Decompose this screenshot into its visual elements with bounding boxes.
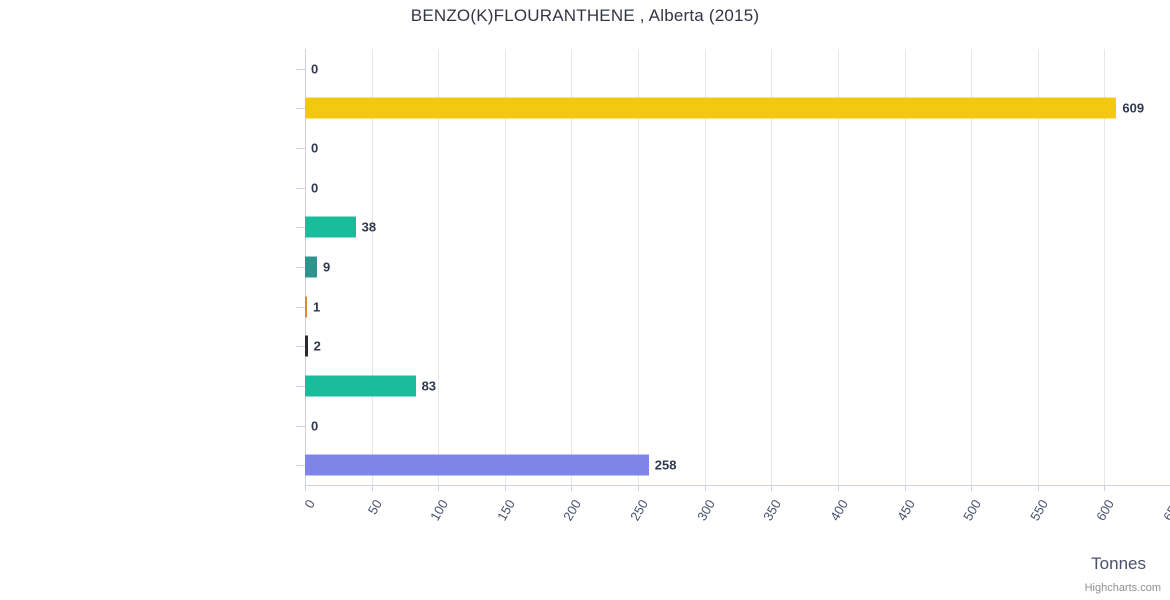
bar[interactable] [305, 296, 307, 318]
x-axis-tick [771, 485, 773, 491]
gridline [371, 49, 373, 485]
data-label: 1 [313, 299, 321, 315]
x-axis-tick-label: 200 [560, 497, 585, 524]
data-label: 609 [1122, 100, 1145, 116]
x-axis-tick-label: 150 [493, 497, 518, 524]
x-axis-tick [1104, 485, 1106, 491]
data-label: 38 [361, 219, 377, 235]
gridline [904, 49, 906, 485]
y-axis-tick [296, 148, 305, 150]
x-axis-tick-label: 450 [893, 497, 918, 524]
y-axis-tick [296, 306, 305, 308]
x-axis-tick-label: 300 [693, 497, 718, 524]
data-label: 0 [311, 418, 319, 434]
chart-row: Manufacturing1 [296, 287, 1170, 327]
x-axis-tick-label: 400 [827, 497, 851, 524]
chart-row: Agriculture0 [296, 49, 1170, 89]
bar[interactable] [305, 216, 356, 238]
bar[interactable] [305, 454, 649, 476]
x-axis-tick [305, 485, 306, 491]
bar[interactable] [305, 375, 416, 397]
data-label: 0 [311, 180, 319, 196]
gridline [504, 49, 506, 485]
y-axis-tick [296, 465, 305, 467]
x-axis-tick [1037, 485, 1039, 491]
x-axis-tick [837, 485, 839, 491]
y-axis-tick [296, 346, 305, 348]
x-axis-tick [504, 485, 506, 491]
chart-row: Incineration and Waste Sources9 [296, 247, 1170, 287]
y-axis-tick [296, 187, 305, 189]
x-axis-tick-label: 650 [1160, 497, 1170, 524]
y-axis-tick [296, 425, 305, 427]
x-axis-tick [638, 485, 640, 491]
x-axis-tick [371, 485, 373, 491]
x-axis-line [305, 485, 1170, 486]
data-label: 9 [322, 259, 331, 275]
plot-area: Agriculture0Commercial/Residential/Insti… [296, 49, 1170, 485]
bar[interactable] [305, 256, 317, 278]
x-axis-tick [438, 485, 440, 491]
y-axis-tick [296, 385, 305, 387]
x-axis-title: Tonnes [1091, 554, 1146, 573]
x-axis-tick [571, 485, 573, 491]
y-axis-tick [296, 68, 305, 70]
data-label: 258 [654, 457, 677, 473]
bar[interactable] [305, 97, 1117, 119]
chart-row: Transportation and Mobile Equipment258 [296, 445, 1170, 485]
highcharts-credit: Highcharts.com [1084, 582, 1161, 594]
y-axis-tick [296, 266, 305, 268]
gridline [837, 49, 839, 485]
x-axis-tick-label: 50 [364, 497, 385, 518]
gridline [771, 49, 773, 485]
chart-row: Fires38 [296, 208, 1170, 248]
data-label: 0 [311, 61, 319, 77]
gridline [638, 49, 640, 485]
chart-row: Oil and Gas Industry2 [296, 326, 1170, 366]
chart-row: Dust0 [296, 128, 1170, 168]
chart-row: Commercial/Residential/Institutional609 [296, 89, 1170, 129]
x-axis-tick-label: 0 [301, 497, 318, 511]
data-label: 2 [313, 338, 321, 354]
gridline [971, 49, 973, 485]
gridline [438, 49, 440, 485]
y-axis-tick [296, 108, 305, 110]
gridline [1037, 49, 1039, 485]
x-axis-tick-label: 500 [960, 497, 985, 524]
gridline [1104, 49, 1106, 485]
data-label: 83 [421, 378, 437, 394]
chart-row: Ores and Mineral Industries83 [296, 366, 1170, 406]
x-axis-tick-label: 600 [1093, 497, 1118, 524]
data-label: 0 [311, 140, 319, 156]
x-axis-tick [971, 485, 973, 491]
x-axis-tick-label: 550 [1026, 497, 1051, 524]
x-axis-tick-label: 100 [427, 497, 452, 524]
chart-row: Electric Power Generation (Utilities)0 [296, 168, 1170, 208]
gridline [571, 49, 573, 485]
x-axis-tick-label: 350 [760, 497, 785, 524]
x-axis-tick-label: 250 [627, 497, 652, 524]
chart-title: BENZO(K)FLOURANTHENE , Alberta (2015) [410, 6, 760, 25]
chart-row: Paints and Solvents0 [296, 406, 1170, 446]
x-axis-tick [704, 485, 706, 491]
y-axis-tick [296, 227, 305, 229]
x-axis-tick [904, 485, 906, 491]
bar[interactable] [305, 335, 308, 357]
gridline [704, 49, 706, 485]
